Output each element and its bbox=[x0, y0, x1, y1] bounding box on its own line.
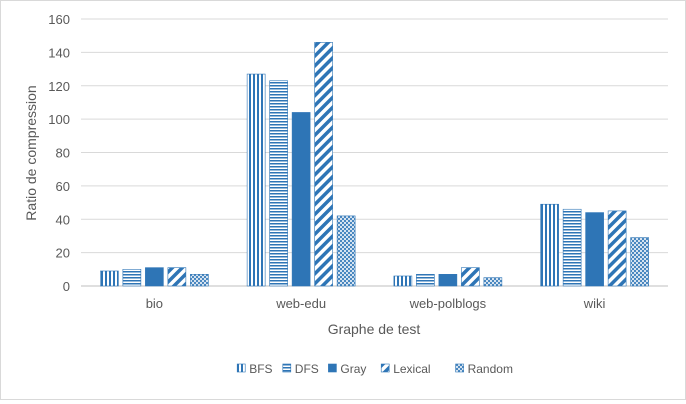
y-tick-label: 140 bbox=[48, 45, 70, 60]
bar-random-web-edu bbox=[336, 215, 356, 287]
y-tick-label: 0 bbox=[63, 279, 70, 294]
y-tick-label: 40 bbox=[56, 212, 70, 227]
y-axis-title: Ratio de compression bbox=[23, 85, 39, 220]
bars bbox=[100, 42, 649, 287]
legend-item-bfs: BFS bbox=[236, 362, 273, 376]
x-tick-label: web-edu bbox=[275, 296, 326, 311]
bar-random-wiki bbox=[630, 237, 649, 287]
bar-bfs-wiki bbox=[540, 203, 559, 287]
bar-gray-web-edu bbox=[291, 112, 311, 287]
legend-item-gray: Gray bbox=[328, 362, 366, 376]
legend-item-lexical: Lexical bbox=[380, 362, 431, 376]
bar-lexical-web-polblogs bbox=[461, 267, 480, 287]
legend-swatch bbox=[455, 363, 464, 373]
bar-dfs-wiki bbox=[562, 208, 582, 287]
legend-label: BFS bbox=[249, 362, 272, 376]
legend-swatch bbox=[380, 363, 390, 373]
x-tick-label: wiki bbox=[583, 296, 606, 311]
legend-label: Lexical bbox=[393, 362, 430, 376]
bar-gray-web-polblogs bbox=[438, 274, 458, 287]
y-tick-label: 120 bbox=[48, 79, 70, 94]
bar-dfs-web-edu bbox=[269, 80, 288, 287]
bar-lexical-bio bbox=[167, 267, 187, 287]
bar-bfs-bio bbox=[100, 270, 119, 287]
bar-lexical-web-edu bbox=[314, 42, 333, 287]
legend: BFS DFS Gray Lexical Random bbox=[236, 362, 513, 376]
y-tick-label: 160 bbox=[48, 12, 70, 27]
legend-item-random: Random bbox=[455, 362, 513, 376]
legend-swatch bbox=[282, 363, 292, 373]
legend-swatch bbox=[236, 363, 246, 373]
bar-gray-bio bbox=[145, 267, 164, 287]
bar-random-web-polblogs bbox=[483, 277, 503, 287]
bar-random-bio bbox=[190, 274, 209, 287]
x-tick-label: bio bbox=[146, 296, 163, 311]
legend-item-dfs: DFS bbox=[282, 362, 319, 376]
y-tick-label: 80 bbox=[56, 146, 70, 161]
y-tick-label: 60 bbox=[56, 179, 70, 194]
x-axis-ticks: bio web-edu web-polblogs wiki bbox=[146, 296, 606, 311]
legend-label: Gray bbox=[340, 362, 366, 376]
x-tick-label: web-polblogs bbox=[409, 296, 487, 311]
legend-label: Random bbox=[468, 362, 513, 376]
y-axis-ticks: 0 20 40 60 80 100 120 140 160 bbox=[48, 12, 70, 294]
legend-label: DFS bbox=[295, 362, 319, 376]
bar-dfs-bio bbox=[122, 269, 142, 287]
bar-bfs-web-edu bbox=[246, 73, 266, 287]
x-axis-title: Graphe de test bbox=[328, 321, 421, 337]
bar-bfs-web-polblogs bbox=[393, 275, 413, 287]
bar-gray-wiki bbox=[585, 212, 604, 287]
legend-swatch bbox=[328, 363, 337, 373]
bar-lexical-wiki bbox=[607, 210, 627, 287]
bar-dfs-web-polblogs bbox=[416, 274, 435, 287]
y-tick-label: 100 bbox=[48, 112, 70, 127]
gridlines bbox=[81, 18, 668, 287]
y-tick-label: 20 bbox=[56, 246, 70, 261]
